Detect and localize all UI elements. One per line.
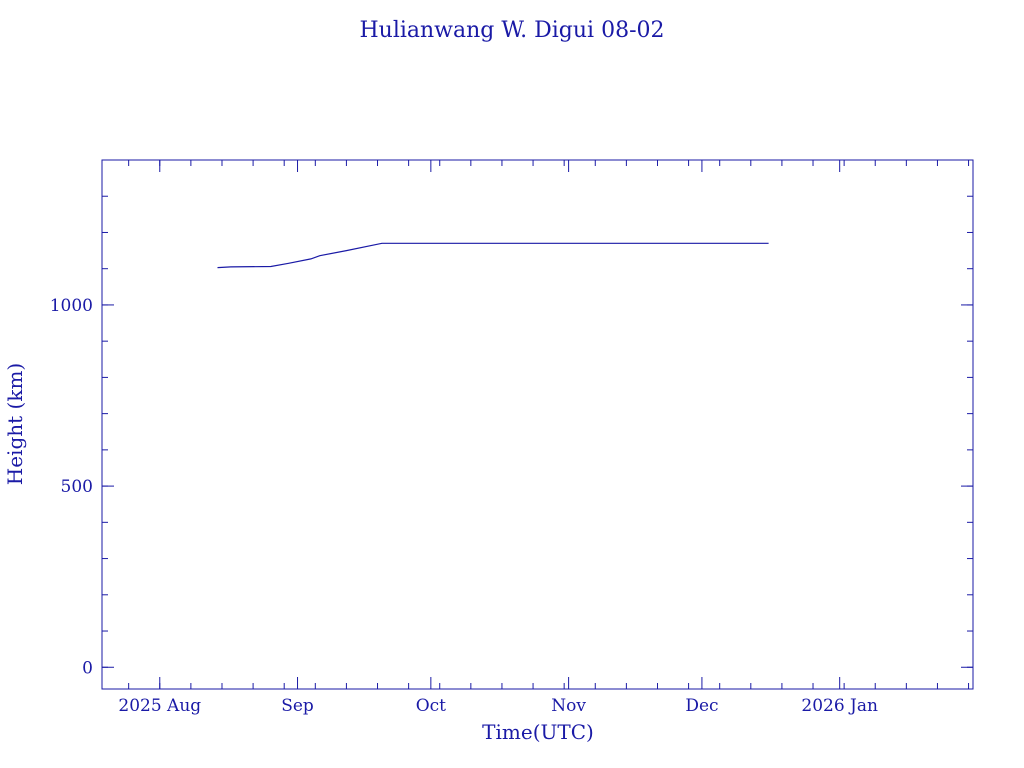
x-axis-tick-labels: 2025 Aug Sep Oct Nov Dec 2026 Jan xyxy=(118,696,878,716)
x-tick-label: Dec xyxy=(685,696,718,716)
x-tick-label: Sep xyxy=(281,696,314,716)
x-tick-label: 2025 Aug xyxy=(118,696,201,716)
y-axis-ticks xyxy=(102,159,973,668)
y-axis-tick-labels: 0 500 1000 xyxy=(50,296,93,678)
plot-frame xyxy=(101,159,974,690)
x-tick-label: 2026 Jan xyxy=(801,696,878,716)
series-line xyxy=(217,242,769,269)
x-axis-label: Time(UTC) xyxy=(482,720,594,744)
y-tick-label: 1000 xyxy=(50,296,93,316)
y-axis-label: Height (km) xyxy=(3,363,27,485)
x-tick-label: Oct xyxy=(416,696,446,716)
chart-title: Hulianwang W. Digui 08-02 xyxy=(359,18,664,43)
y-tick-label: 500 xyxy=(61,477,93,497)
y-tick-label: 0 xyxy=(82,658,93,678)
series-group xyxy=(217,242,769,269)
x-tick-label: Nov xyxy=(551,696,586,716)
x-axis-ticks xyxy=(128,160,970,689)
